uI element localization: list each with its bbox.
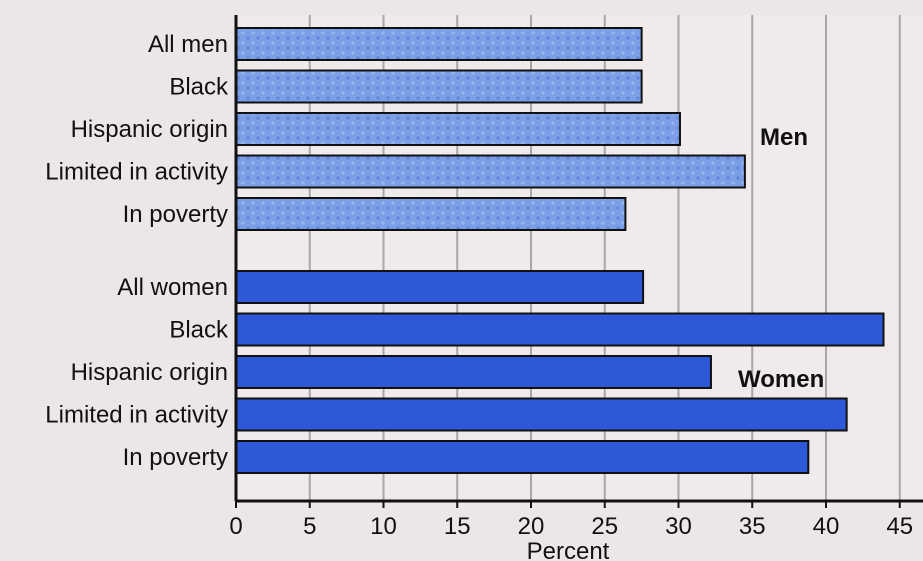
category-label: Hispanic origin: [71, 359, 228, 386]
category-label: All men: [148, 31, 228, 58]
x-axis-title: Percent: [527, 538, 610, 561]
bar-women-2: [235, 355, 712, 389]
bar-women-3: [235, 397, 848, 432]
x-tick-label: 35: [739, 513, 766, 540]
group-label-women: Women: [738, 366, 824, 393]
category-label: Black: [169, 317, 229, 344]
bar-women-4: [235, 440, 810, 474]
bar-men-1: [235, 69, 643, 104]
x-tick-label: 5: [303, 513, 316, 540]
bar-women-1: [235, 312, 885, 347]
category-label: Limited in activity: [45, 159, 228, 186]
bar-men-2: [235, 112, 681, 146]
x-tick-label: 15: [444, 513, 471, 540]
x-tick-label: 30: [665, 513, 692, 540]
bar-men-0: [235, 27, 643, 61]
bar-men-4: [235, 197, 627, 231]
x-tick-label: 10: [370, 513, 397, 540]
group-labels: Men Women: [738, 124, 824, 393]
x-ticks: 0 5 10 15 20 25 30 35 40 45: [229, 501, 913, 540]
x-tick-label: 0: [229, 513, 242, 540]
x-tick-label: 40: [813, 513, 840, 540]
x-tick-label: 45: [886, 513, 913, 540]
category-label: In poverty: [123, 201, 228, 228]
category-label: In poverty: [123, 444, 228, 471]
category-labels: All men Black Hispanic origin Limited in ac…: [45, 31, 229, 471]
category-label: All women: [117, 274, 228, 301]
category-label: Limited in activity: [45, 402, 228, 429]
category-label: Hispanic origin: [71, 116, 228, 143]
bar-women-0: [235, 270, 645, 304]
x-tick-label: 20: [518, 513, 545, 540]
category-label: Black: [169, 74, 229, 101]
x-tick-label: 25: [591, 513, 618, 540]
bars: [235, 27, 885, 474]
group-label-men: Men: [760, 124, 808, 151]
bar-men-3: [235, 154, 746, 189]
